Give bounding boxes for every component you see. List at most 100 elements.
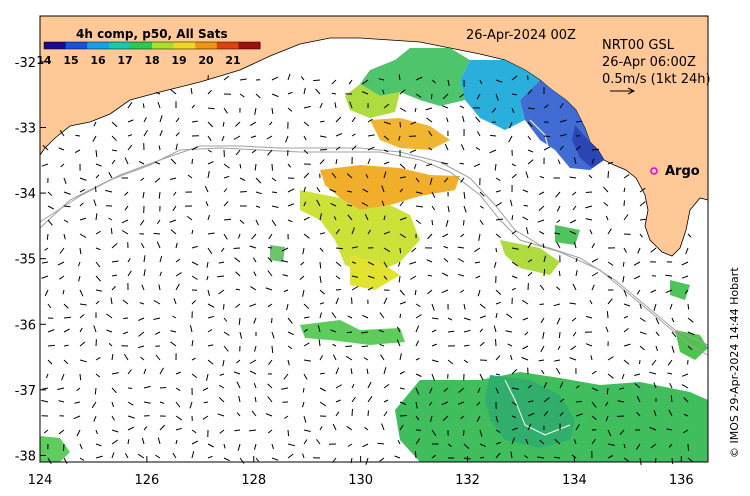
current-arrow (351, 133, 356, 137)
current-arrow (607, 443, 615, 446)
current-arrow (269, 121, 273, 126)
current-arrow (522, 317, 529, 321)
current-arrow (175, 272, 182, 277)
current-arrow (268, 233, 273, 240)
current-arrow (383, 103, 390, 109)
current-arrow (367, 146, 375, 151)
current-arrow (335, 367, 340, 375)
current-arrow (523, 204, 529, 207)
current-arrow (219, 373, 225, 376)
y-tick-label: -32 (15, 56, 36, 71)
current-arrow (137, 453, 145, 459)
current-arrow (585, 315, 593, 319)
current-arrow (271, 163, 273, 171)
current-arrow (47, 457, 52, 465)
current-arrow (476, 415, 481, 423)
current-arrow (159, 367, 164, 375)
current-arrow (639, 303, 642, 309)
current-arrow (335, 289, 341, 291)
current-arrow (443, 258, 449, 263)
current-arrow (141, 437, 145, 445)
current-arrow (571, 317, 577, 322)
current-arrow (303, 439, 308, 445)
current-arrow (265, 287, 273, 291)
current-arrow (111, 274, 117, 277)
current-arrow (573, 157, 577, 165)
current-arrow (79, 303, 87, 306)
current-arrow (442, 415, 449, 422)
current-arrow (441, 162, 449, 165)
current-arrow (175, 258, 181, 263)
current-arrow (538, 191, 545, 196)
current-arrow (172, 452, 177, 459)
current-arrow (444, 143, 449, 151)
current-arrow (111, 286, 116, 291)
current-arrow (475, 146, 481, 151)
current-arrow (429, 415, 433, 423)
current-arrow (607, 228, 612, 235)
current-arrow (127, 258, 131, 263)
current-arrow (653, 410, 657, 417)
current-arrow (62, 289, 65, 295)
current-arrow (303, 328, 308, 333)
current-arrow (623, 343, 631, 347)
current-arrow (127, 144, 133, 151)
current-arrow (591, 272, 599, 277)
current-arrow (543, 146, 551, 151)
current-arrow (539, 175, 545, 179)
current-arrow (319, 426, 323, 431)
current-arrow (287, 359, 290, 366)
current-arrow (607, 298, 613, 305)
current-arrow (267, 270, 273, 277)
current-arrow (399, 353, 402, 361)
current-arrow (383, 261, 388, 268)
current-arrow (143, 255, 146, 263)
current-arrow (511, 230, 517, 235)
current-arrow (238, 233, 241, 239)
colorbar: 4h comp, p50, All Sats 14 15 16 17 18 19 20 21 (36, 27, 261, 67)
current-arrow (380, 354, 385, 361)
current-arrow (63, 443, 65, 452)
current-arrow (138, 331, 145, 337)
current-arrow (319, 261, 322, 269)
current-arrow (61, 373, 65, 381)
current-arrow (63, 344, 69, 347)
isotherm-line-2 (529, 119, 551, 156)
current-arrow (253, 383, 257, 389)
current-arrow (527, 384, 532, 389)
current-arrow (670, 395, 673, 403)
current-arrow (639, 201, 646, 207)
current-arrow (511, 75, 518, 81)
current-arrow (347, 315, 353, 319)
current-arrow (431, 454, 437, 459)
current-arrow (303, 172, 310, 179)
current-arrow (123, 353, 129, 361)
current-arrow (623, 214, 629, 221)
current-arrow (463, 219, 465, 226)
current-arrow (74, 149, 81, 154)
current-arrow (543, 135, 551, 138)
current-arrow (460, 233, 465, 238)
current-arrow (110, 297, 113, 305)
current-arrow (351, 145, 357, 151)
current-arrow (463, 443, 470, 450)
current-arrow (95, 247, 101, 251)
current-arrow (159, 401, 165, 404)
current-arrow (367, 286, 374, 291)
current-arrow (554, 456, 561, 459)
current-arrow (319, 149, 328, 151)
current-arrow (255, 219, 259, 226)
current-arrow (399, 247, 402, 254)
current-arrow (287, 317, 293, 324)
current-arrow (254, 345, 257, 352)
x-tick-label: 132 (455, 473, 480, 488)
colorbar-cell (216, 42, 239, 49)
current-arrow (47, 191, 53, 196)
current-arrow (332, 343, 337, 347)
current-arrow (111, 121, 118, 128)
current-arrow (95, 213, 98, 221)
current-arrow (623, 200, 625, 207)
current-arrow (447, 330, 455, 333)
current-arrow (553, 303, 561, 307)
